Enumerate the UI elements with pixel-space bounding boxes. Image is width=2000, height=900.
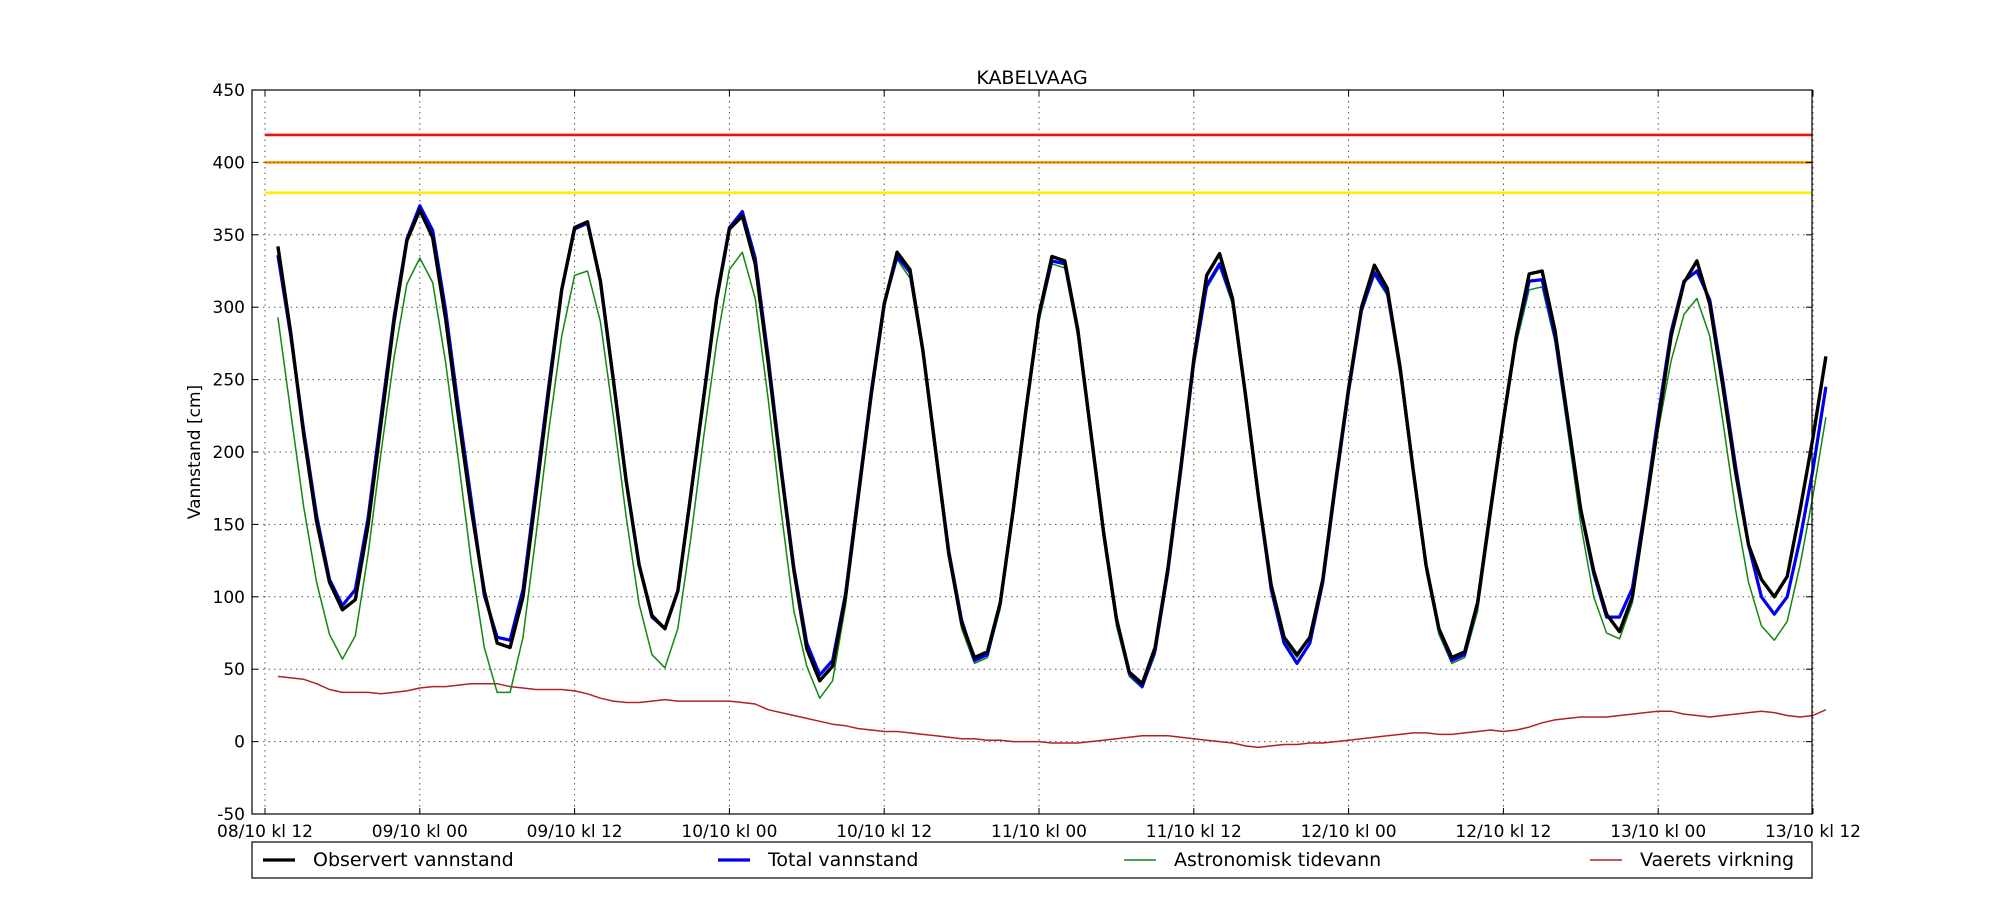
x-tick-label: 10/10 kl 12	[836, 822, 932, 842]
y-tick-label: 350	[213, 226, 245, 246]
x-tick-label: 11/10 kl 00	[991, 822, 1087, 842]
y-tick-label: -50	[217, 805, 245, 825]
y-tick-label: 50	[223, 660, 245, 680]
x-tick-label: 09/10 kl 12	[527, 822, 623, 842]
legend-frame	[251, 841, 1813, 879]
y-tick-label: 400	[213, 153, 245, 173]
x-tick-label: 13/10 kl 00	[1610, 822, 1706, 842]
threshold-lines	[265, 133, 1812, 195]
x-tick-label: 11/10 kl 12	[1146, 822, 1242, 842]
legend-label: Observert vannstand	[313, 849, 514, 871]
x-tick-label: 09/10 kl 00	[372, 822, 468, 842]
x-axis-ticks: 08/10 kl 12 09/10 kl 00 09/10 kl 12 10/10 k…	[217, 90, 1861, 842]
series-line-1	[276, 204, 1828, 689]
x-tick-label: 12/10 kl 12	[1455, 822, 1551, 842]
legend-label: Total vannstand	[767, 849, 918, 871]
legend-label: Vaerets virkning	[1640, 849, 1794, 871]
legend-label: Astronomisk tidevann	[1174, 849, 1381, 871]
y-tick-label: 0	[234, 733, 245, 753]
series-line-2	[277, 251, 1827, 699]
series-line-3	[277, 675, 1827, 749]
grid-lines	[252, 90, 1814, 814]
y-tick-label: 150	[213, 515, 245, 535]
y-axis-label: Vannstand [cm]	[185, 385, 205, 519]
y-tick-label: 100	[213, 588, 245, 608]
y-axis-ticks: -50 0 50 100 150 200 250 300 350 400 450	[213, 81, 1812, 825]
series-line-0	[276, 208, 1828, 686]
x-tick-label: 08/10 kl 12	[217, 822, 313, 842]
x-tick-label: 12/10 kl 00	[1301, 822, 1397, 842]
x-tick-label: 13/10 kl 12	[1765, 822, 1861, 842]
series-lines	[276, 204, 1828, 749]
chart-title: KABELVAAG	[976, 67, 1087, 89]
y-tick-label: 450	[213, 81, 245, 101]
y-tick-label: 250	[213, 371, 245, 391]
legend: Observert vannstand Total vannstand Astron…	[251, 841, 1813, 879]
y-tick-label: 200	[213, 443, 245, 463]
x-tick-label: 10/10 kl 00	[681, 822, 777, 842]
y-tick-label: 300	[213, 298, 245, 318]
